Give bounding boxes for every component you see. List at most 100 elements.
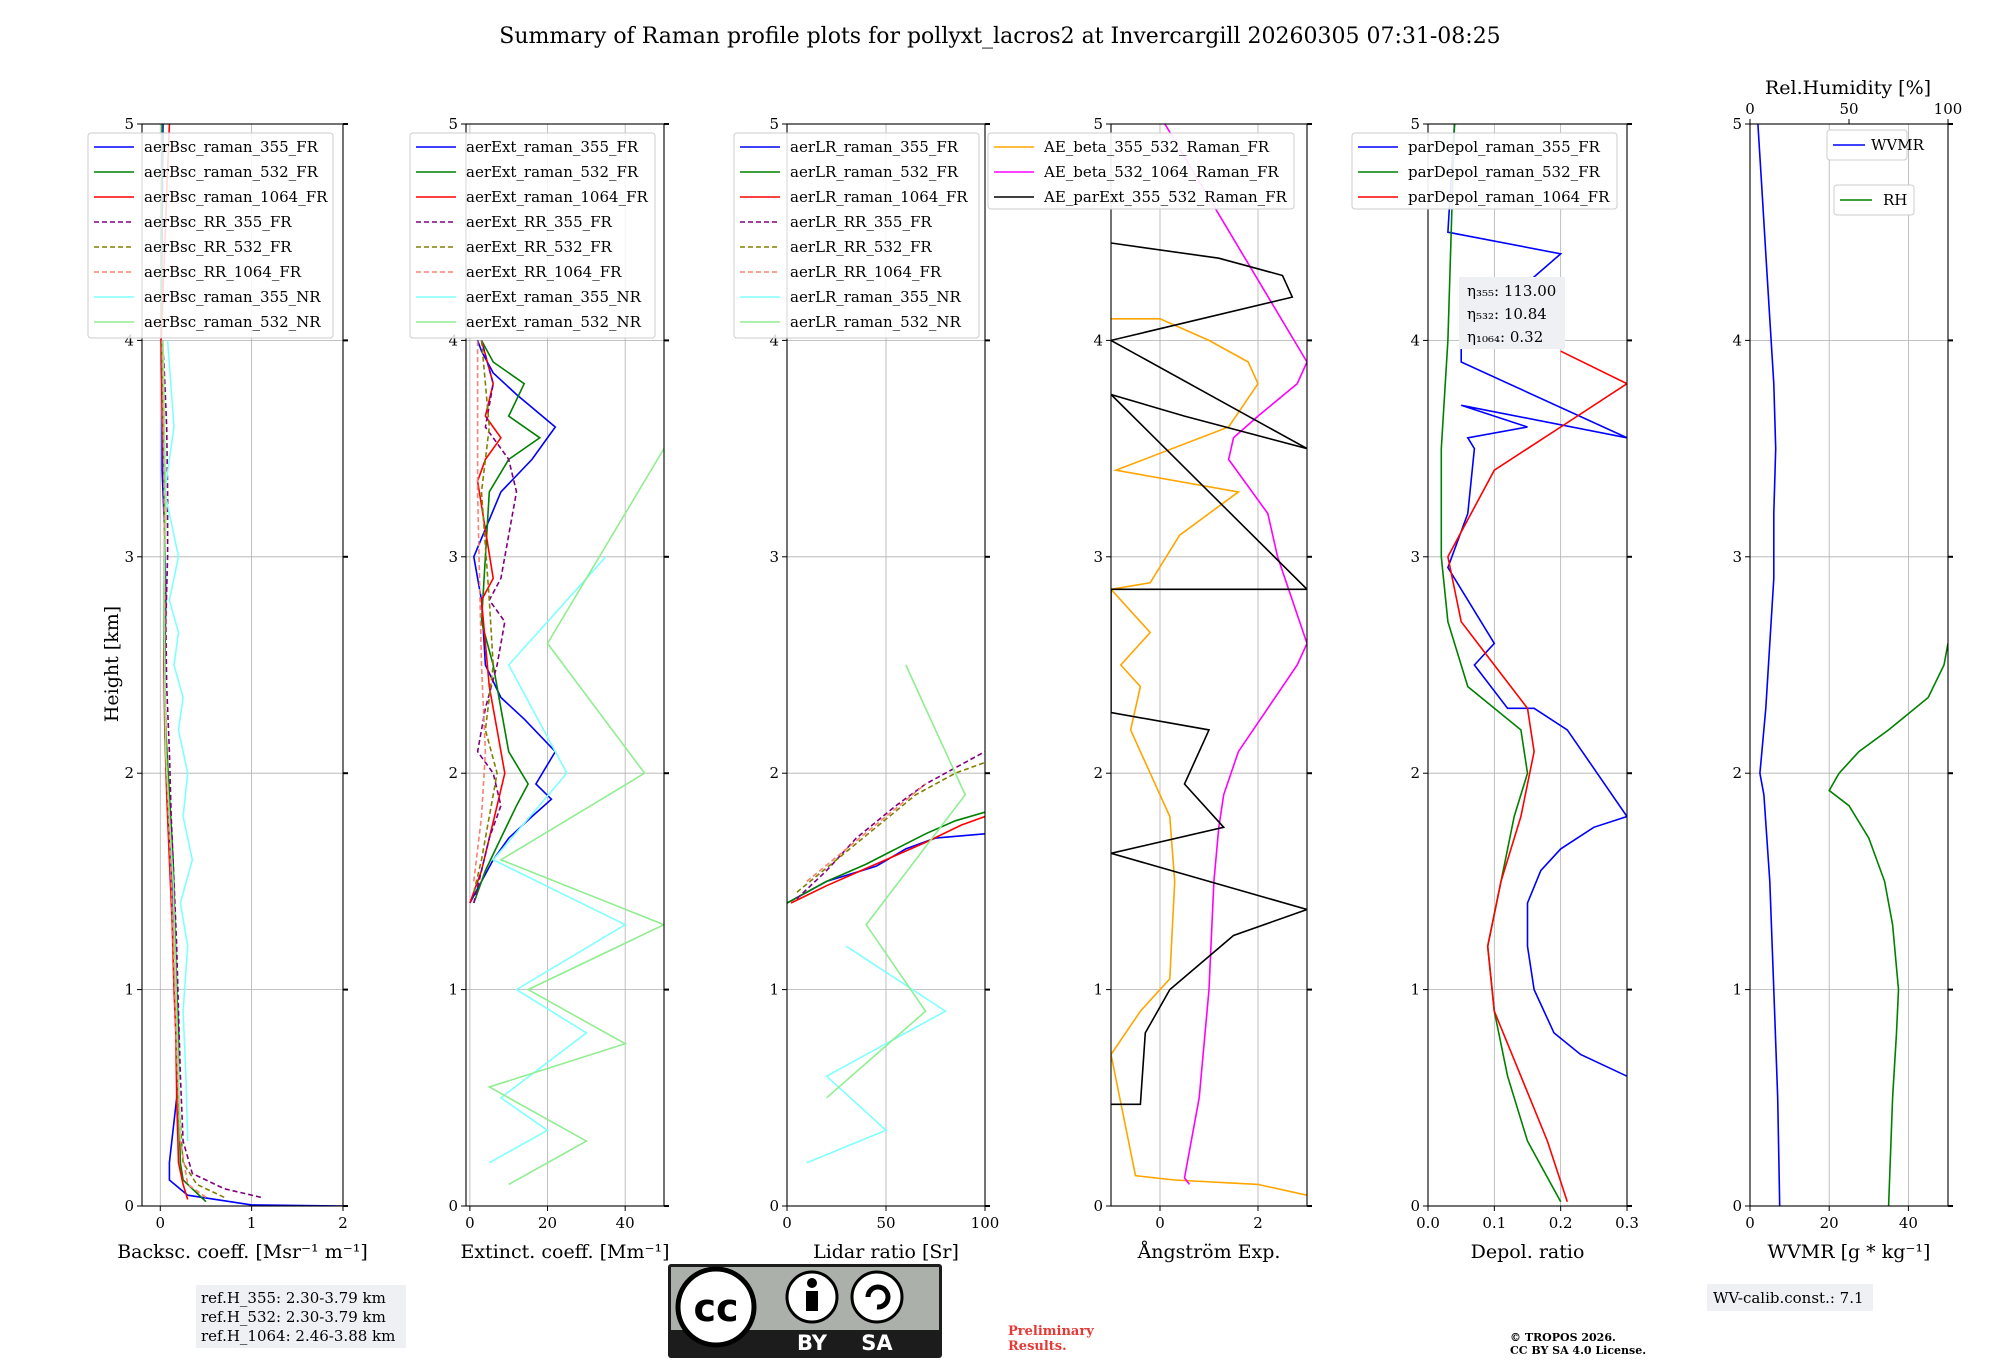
bsc-legend-label-1: aerBsc_raman_532_FR (144, 163, 319, 181)
ext-series (469, 340, 664, 1186)
ae-legend-label-0: AE_beta_355_532_Raman_FR (1043, 138, 1270, 156)
lr-legend-label-3: aerLR_RR_355_FR (790, 213, 932, 231)
wv-xtick-label-0: 0 (1745, 1214, 1755, 1232)
ext-series-aerExt_RR_1064_FR (473, 340, 487, 882)
wv-top-tick-label-0: 0 (1745, 100, 1755, 118)
ext-legend-items: aerExt_raman_355_FR aerExt_raman_532_FRae… (416, 138, 648, 331)
ext-series-aerExt_raman_532_FR (473, 340, 542, 904)
bsc-legend-label-0: aerBsc_raman_355_FR (144, 138, 319, 156)
bsc-legend-items: aerBsc_raman_355_FR aerBsc_raman_532_FRae… (94, 138, 328, 331)
eta-355: η₃₅₅: 113.00 (1467, 282, 1556, 300)
sa-arrow-icon (865, 1284, 891, 1310)
ae-series-AE_beta_355_532_Raman_FR (1111, 317, 1307, 1196)
wv-top-tick-label-1: 50 (1839, 100, 1858, 118)
ref-height-355: ref.H_355: 2.30-3.79 km (201, 1289, 386, 1307)
ae-legend-items: AE_beta_355_532_Raman_FR AE_beta_532_1064… (994, 138, 1288, 206)
dep-ytick-label-1: 1 (1410, 981, 1420, 999)
dep-ytick-label-4: 4 (1410, 331, 1420, 349)
ae-ytick-label-1: 1 (1093, 981, 1103, 999)
eta-box-bg (1459, 277, 1565, 349)
ext-legend-label-4: aerExt_RR_532_FR (466, 238, 613, 256)
preliminary-label-line1: Preliminary (1008, 1324, 1094, 1339)
ext-legend-label-2: aerExt_raman_1064_FR (466, 188, 648, 206)
wv-ytick-label-5: 5 (1732, 115, 1742, 133)
lr-series-aerLR_RR_532_FR (796, 761, 985, 893)
ae-legend-frame (987, 132, 1295, 210)
ext-xtick-label-1: 20 (538, 1214, 557, 1232)
lr-xtick-label-0: 0 (782, 1214, 792, 1232)
wv-ytick-label-2: 2 (1732, 764, 1742, 782)
bsc-ytick-label-5: 5 (124, 115, 134, 133)
ae-legend: AE_beta_355_532_Raman_FR AE_beta_532_1064… (987, 132, 1295, 210)
wvmr-legend-label: WVMR (1871, 136, 1925, 154)
ae-xtick-label-0: 0 (1155, 1214, 1165, 1232)
bsc-series-aerBsc_raman_532_NR (162, 340, 182, 1142)
ref-heights-box: ref.H_355: 2.30-3.79 km ref.H_532: 2.30-… (196, 1285, 406, 1348)
eta-532: η₅₃₂: 10.84 (1467, 305, 1547, 323)
ae-legend-label-1: AE_beta_532_1064_Raman_FR (1043, 163, 1279, 181)
dep-legend-label-2: parDepol_raman_1064_FR (1408, 188, 1610, 206)
wv-series-WVMR (1757, 124, 1781, 1206)
bsc-ytick-label-2: 2 (124, 764, 134, 782)
ext-series-aerExt_raman_355_NR (488, 556, 627, 1164)
figure-title: Summary of Raman profile plots for polly… (499, 24, 1500, 49)
lr-legend-label-5: aerLR_RR_1064_FR (790, 263, 942, 281)
dep-legend-frame (1351, 132, 1618, 210)
lr-series-aerLR_raman_532_FR (787, 811, 985, 904)
lr-series-aerLR_raman_1064_FR (790, 815, 985, 904)
ae-series-AE_beta_532_1064_Raman_FR (1164, 124, 1307, 1185)
bsc-legend-label-4: aerBsc_RR_532_FR (144, 238, 292, 256)
lr-legend-label-6: aerLR_raman_355_NR (790, 288, 961, 306)
ae-ytick-label-3: 3 (1093, 548, 1103, 566)
lr-ytick-label-5: 5 (769, 115, 779, 133)
ae-legend-label-2: AE_parExt_355_532_Raman_FR (1043, 188, 1288, 206)
lr-xtick-label-2: 100 (971, 1214, 1000, 1232)
rh-top-axis-label: Rel.Humidity [%] (1765, 77, 1931, 99)
lr-ytick-label-1: 1 (769, 981, 779, 999)
lr-legend-label-4: aerLR_RR_532_FR (790, 238, 932, 256)
lr-ytick-label-4: 4 (769, 331, 779, 349)
bsc-ytick-label-4: 4 (124, 331, 134, 349)
ae-xtick-label-1: 2 (1253, 1214, 1263, 1232)
ae-axes-frame (1110, 123, 1308, 1207)
wv-ytick-label-3: 3 (1732, 548, 1742, 566)
bsc-series-aerBsc_raman_355_NR (163, 340, 194, 1142)
cc-icon (675, 1266, 757, 1348)
lr-xtick-label-1: 50 (876, 1214, 895, 1232)
bsc-series-aerBsc_RR_532_FR (161, 340, 225, 1199)
ext-axes-frame (465, 123, 665, 1207)
lr-legend-frame (733, 132, 980, 339)
bsc-legend-label-7: aerBsc_raman_532_NR (144, 313, 321, 331)
bsc-legend-label-5: aerBsc_RR_1064_FR (144, 263, 302, 281)
ext-legend-label-5: aerExt_RR_1064_FR (466, 263, 622, 281)
ext-ytick-label-1: 1 (448, 981, 458, 999)
ext-x-axis-label: Extinct. coeff. [Mm⁻¹] (460, 1241, 669, 1263)
ae-ytick-label-0: 0 (1093, 1197, 1103, 1215)
dep-series-parDepol_raman_1064_FR (1447, 350, 1627, 1202)
bsc-panel: 0 1 2 3 4 5 0 1 2 Backsc. coeff. [Msr⁻¹ m⁻¹] (117, 115, 368, 1263)
wv-calib-text: WV-calib.const.: 7.1 (1713, 1289, 1864, 1307)
dep-series-parDepol_raman_532_FR (1440, 124, 1562, 1203)
ae-series-AE_parExt_355_532_Raman_FR (1111, 242, 1307, 1106)
dep-legend-label-0: parDepol_raman_355_FR (1408, 138, 1601, 156)
ae-panel: 0 1 2 3 4 5 0 2 Ångström Exp. (1093, 115, 1312, 1263)
by-label: BY (797, 1331, 828, 1355)
dep-legend-items: parDepol_raman_355_FR parDepol_raman_532_… (1358, 138, 1610, 206)
lr-legend-label-2: aerLR_raman_1064_FR (790, 188, 968, 206)
dep-series (1440, 124, 1627, 1203)
ext-xtick-label-2: 40 (616, 1214, 635, 1232)
ext-legend: aerExt_raman_355_FR aerExt_raman_532_FRae… (409, 132, 656, 339)
bsc-ytick-label-3: 3 (124, 548, 134, 566)
lr-legend-label-1: aerLR_raman_532_FR (790, 163, 959, 181)
eta-box: η₃₅₅: 113.00 η₅₃₂: 10.84 η₁₀₆₄: 0.32 (1459, 277, 1565, 349)
lr-ytick-label-0: 0 (769, 1197, 779, 1215)
ae-ytick-label-2: 2 (1093, 764, 1103, 782)
copyright-line2: CC BY SA 4.0 License. (1510, 1344, 1646, 1357)
wv-xtick-label-1: 20 (1820, 1214, 1839, 1232)
bsc-xtick-label-2: 2 (338, 1214, 348, 1232)
ext-ytick-label-0: 0 (448, 1197, 458, 1215)
